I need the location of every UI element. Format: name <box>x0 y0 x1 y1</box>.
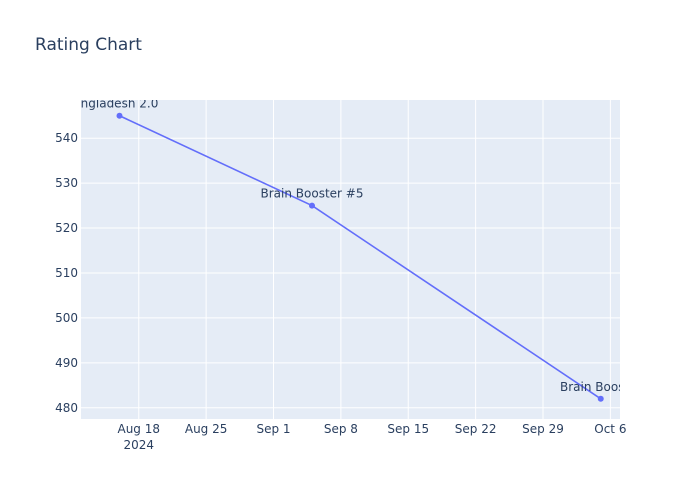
data-point[interactable] <box>597 395 604 402</box>
y-tick-label: 530 <box>55 176 78 190</box>
x-tick-label: Sep 8 <box>324 422 358 436</box>
data-point-label: Brain Booster <box>560 380 642 394</box>
x-tick-label: Sep 15 <box>387 422 429 436</box>
x-tick-label: Sep 1 <box>256 422 290 436</box>
plot-area <box>81 100 620 419</box>
point-labels-layer: ngladesh 2.0 Brain Booster #5 Brain Booste… <box>81 97 642 394</box>
data-point[interactable] <box>116 112 123 119</box>
y-tick-label: 540 <box>55 131 78 145</box>
y-tick-label: 500 <box>55 311 78 325</box>
data-point-label: Brain Booster #5 <box>261 187 364 201</box>
x-tick-label: Sep 22 <box>455 422 497 436</box>
data-point-label: ngladesh 2.0 <box>81 97 159 111</box>
x-tick-label: Aug 18 <box>117 422 160 436</box>
x-tick-label: Oct 6 <box>594 422 626 436</box>
y-tick-label: 520 <box>55 221 78 235</box>
series-layer <box>116 112 604 402</box>
chart-title: Rating Chart <box>35 35 142 55</box>
x-axis: Aug 18 2024 Aug 25 Sep 1 Sep 8 Sep 15 Sep 22 Se… <box>117 422 626 452</box>
y-tick-label: 510 <box>55 266 78 280</box>
x-tick-year-label: 2024 <box>123 438 154 452</box>
x-tick-label: Aug 25 <box>185 422 228 436</box>
x-tick-label: Sep 29 <box>522 422 564 436</box>
grid-layer <box>81 100 620 419</box>
y-axis: 480 490 500 510 520 530 540 <box>55 131 78 415</box>
y-tick-label: 480 <box>55 401 78 415</box>
y-tick-label: 490 <box>55 356 78 370</box>
data-point[interactable] <box>309 202 315 209</box>
